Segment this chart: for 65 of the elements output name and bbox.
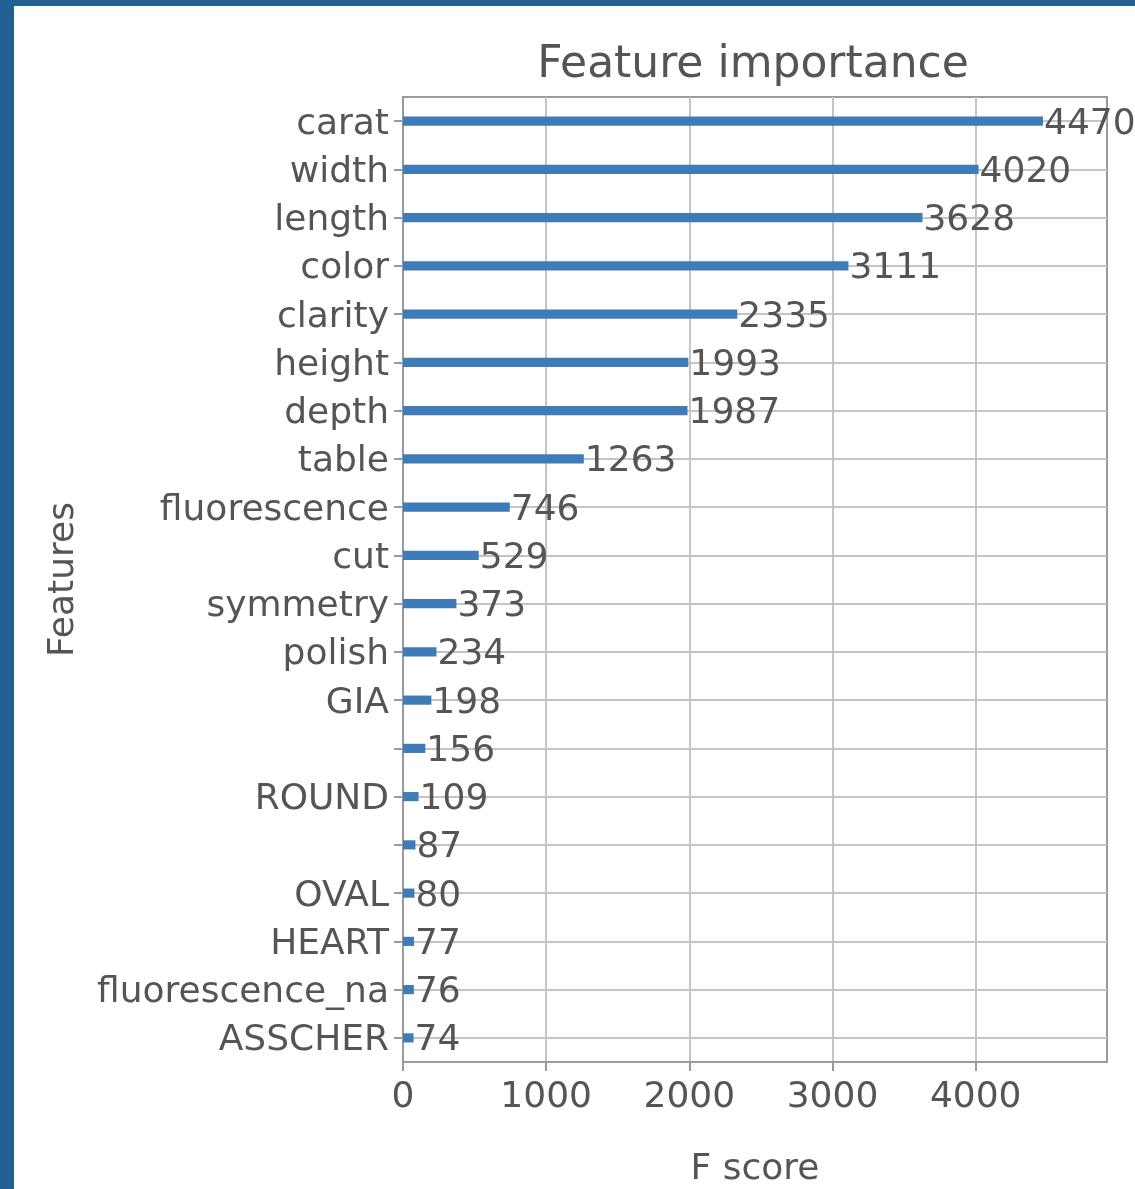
x-axis-title: F score (690, 1145, 820, 1187)
y-tick-label: depth (284, 390, 389, 432)
y-tick-label: cut (332, 534, 389, 576)
y-tick-label: polish (282, 631, 389, 673)
data-label: 3111 (849, 245, 942, 287)
bar (403, 261, 849, 271)
bar (403, 454, 584, 464)
data-label: 77 (415, 920, 461, 962)
data-label: 746 (510, 486, 580, 528)
y-tick-label: GIA (325, 679, 390, 721)
y-tick-label: length (274, 197, 389, 239)
y-tick-label: OVAL (294, 872, 389, 914)
bar (403, 116, 1043, 126)
x-tick-label: 3000 (786, 1073, 879, 1115)
y-tick-label: fluorescence_na (96, 969, 389, 1011)
bar (403, 888, 415, 898)
data-label: 156 (426, 727, 496, 769)
y-tick-label: width (289, 148, 389, 190)
bar (403, 792, 419, 802)
bar (403, 695, 432, 705)
y-tick-label: carat (296, 100, 389, 142)
y-tick-label: symmetry (206, 583, 389, 625)
data-label: 76 (414, 969, 461, 1011)
data-label: 2335 (738, 293, 830, 335)
bar (403, 550, 479, 560)
bar (403, 213, 923, 223)
bar (403, 840, 416, 850)
bar (403, 743, 426, 753)
bar (403, 936, 415, 946)
y-tick-label: table (297, 438, 389, 480)
y-axis-title: Features (39, 502, 81, 657)
y-tick-label: ROUND (254, 776, 389, 818)
data-label: 529 (479, 534, 549, 576)
data-label: 198 (432, 679, 502, 721)
bar (403, 164, 979, 174)
bar (403, 985, 414, 995)
bar (403, 647, 437, 657)
data-label: 109 (419, 776, 489, 818)
data-label: 74 (414, 1017, 461, 1059)
y-tick-label: ASSCHER (218, 1017, 389, 1059)
data-label: 87 (416, 824, 463, 866)
bar (403, 357, 689, 367)
data-label: 4020 (979, 148, 1072, 190)
x-tick-label: 1000 (500, 1073, 592, 1115)
bar (403, 309, 738, 319)
y-tick-label: HEART (270, 920, 391, 962)
data-label: 234 (437, 631, 507, 673)
data-label: 80 (415, 872, 462, 914)
data-label: 373 (457, 583, 527, 625)
y-tick-label: height (274, 341, 389, 383)
bar (403, 406, 688, 416)
x-tick-label: 0 (391, 1073, 415, 1115)
bar (403, 502, 510, 512)
data-label: 1263 (584, 438, 677, 480)
y-tick-label: color (300, 245, 390, 287)
bar (403, 599, 457, 609)
x-tick-label: 4000 (929, 1073, 1022, 1115)
data-label: 3628 (923, 197, 1016, 239)
data-label: 1987 (688, 390, 781, 432)
y-tick-label: clarity (276, 293, 389, 335)
x-tick-label: 2000 (643, 1073, 736, 1115)
y-tick-label: fluorescence (159, 486, 389, 528)
bar (403, 1033, 414, 1043)
data-label: 1993 (689, 341, 781, 383)
chart-title: Feature importance (537, 35, 969, 87)
